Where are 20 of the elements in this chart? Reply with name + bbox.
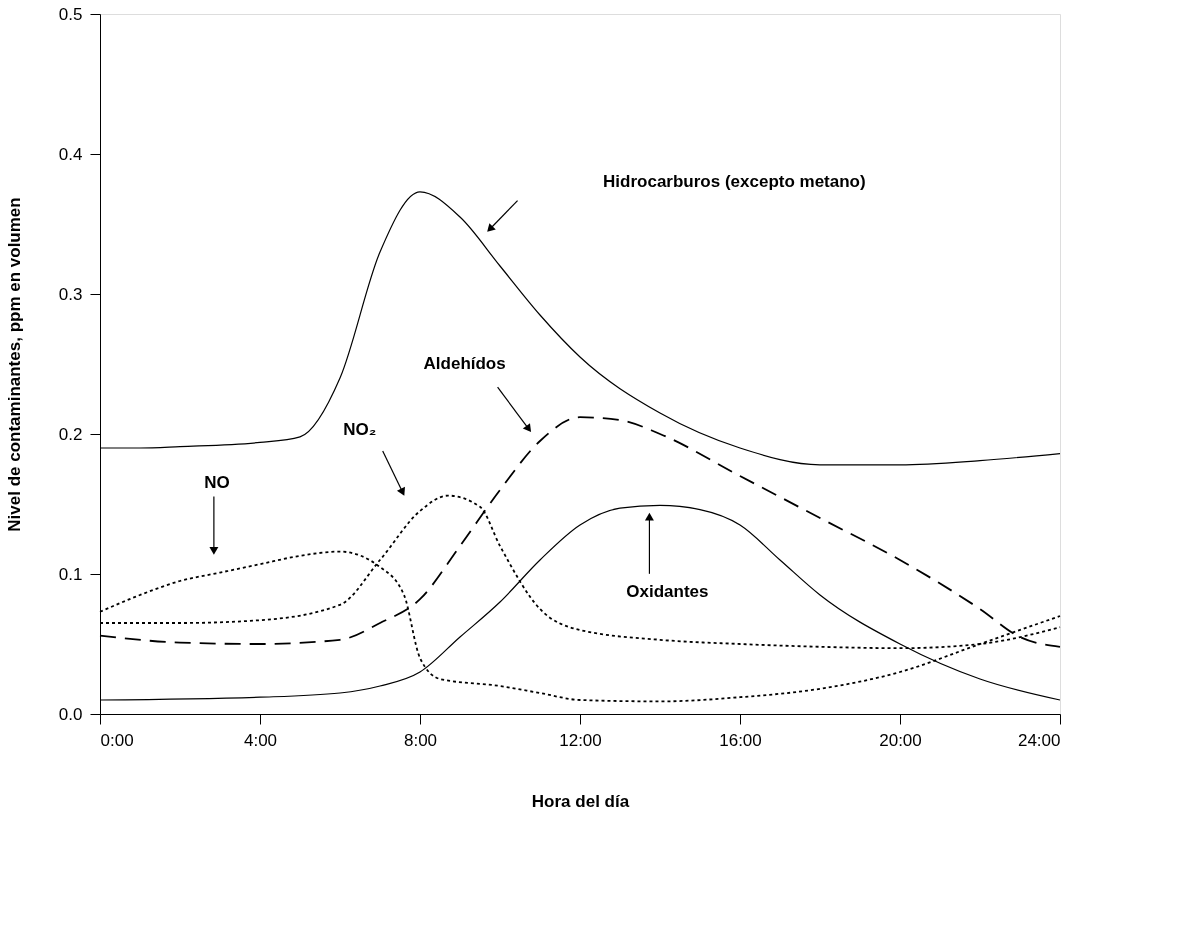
annotation: Aldehídos bbox=[423, 354, 506, 374]
annotation: Hidrocarburos (excepto metano) bbox=[603, 172, 866, 192]
y-tick-label: 0.3 bbox=[58, 284, 83, 304]
x-axis-title: Hora del día bbox=[531, 791, 630, 811]
x-tick-label: 8:00 bbox=[403, 730, 438, 750]
x-tick-label: 12:00 bbox=[559, 730, 602, 750]
x-tick-label: 4:00 bbox=[243, 730, 278, 750]
y-tick-label: 0.5 bbox=[58, 4, 83, 24]
y-axis-title: Nivel de contaminantes, ppm en volumen bbox=[4, 197, 24, 532]
annotation: NO₂ bbox=[343, 419, 377, 439]
x-tick-label: 0:00 bbox=[100, 730, 134, 750]
y-tick-label: 0.1 bbox=[58, 564, 83, 584]
x-tick-label: 20:00 bbox=[879, 730, 922, 750]
y-tick-label: 0.2 bbox=[58, 424, 83, 444]
annotation: NO bbox=[204, 472, 230, 492]
x-tick-label: 24:00 bbox=[1017, 730, 1061, 750]
x-tick-label: 16:00 bbox=[719, 730, 762, 750]
annotation: Oxidantes bbox=[626, 582, 709, 602]
y-tick-label: 0.0 bbox=[58, 704, 83, 724]
y-tick-label: 0.4 bbox=[58, 144, 83, 164]
